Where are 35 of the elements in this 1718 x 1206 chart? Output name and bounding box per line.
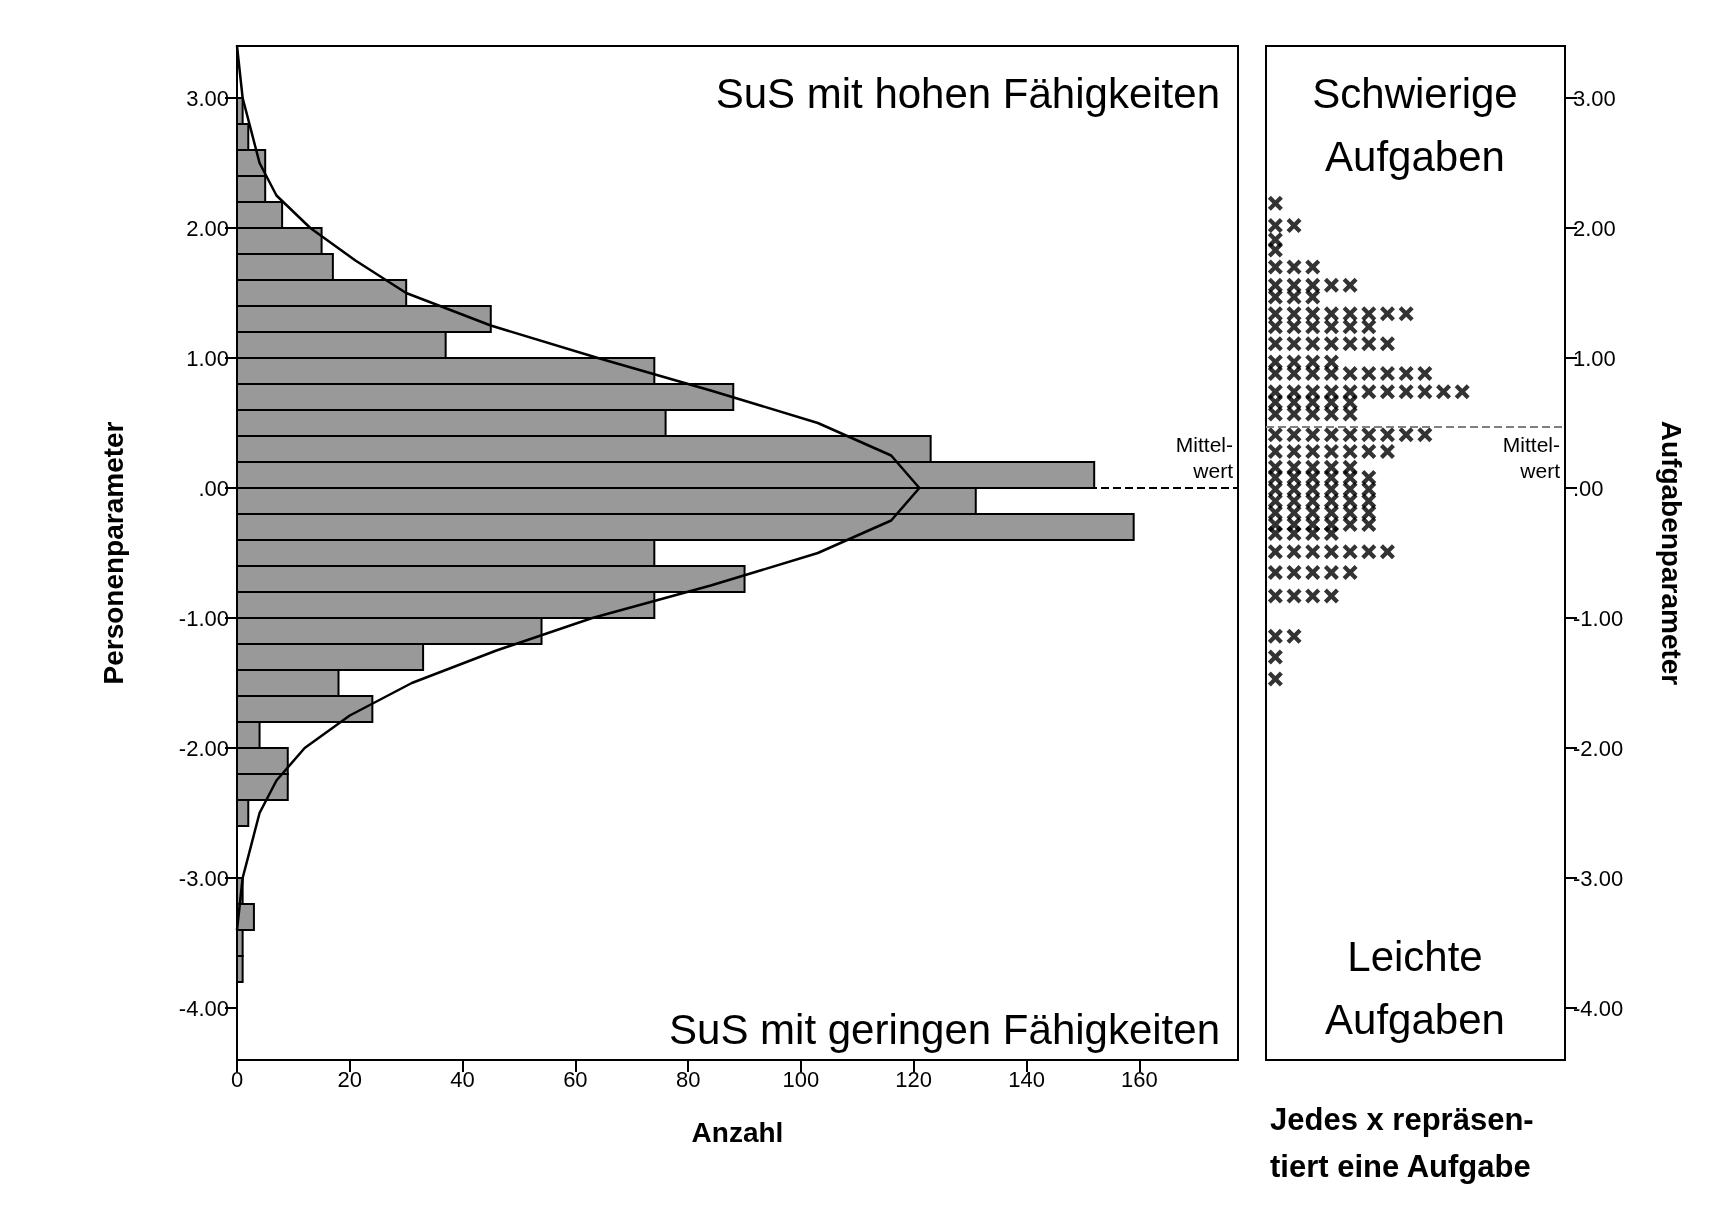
y-tick-label: 1.00: [186, 345, 229, 371]
x-axis-title: Anzahl: [691, 1116, 784, 1148]
x-tick-label: 120: [895, 1066, 933, 1092]
ref-line-label: Mittel- wert: [1502, 433, 1561, 483]
y-tick-label: .00: [198, 475, 229, 501]
x-tick-label: 0: [230, 1066, 244, 1092]
y-tick-label: 2.00: [186, 215, 229, 241]
y-tick-label: -1.00: [178, 605, 229, 631]
y-axis-title: Personenparameter: [97, 421, 129, 685]
y-tick-label: -3.00: [178, 865, 229, 891]
annotation: SuS mit hohen Fähigkeiten: [715, 70, 1220, 117]
x-tick-label: 40: [450, 1066, 475, 1092]
x-tick-label: 60: [563, 1066, 588, 1092]
y-axis-title: Aufgabenparameter: [1655, 420, 1687, 686]
y-tick-label: -2.00: [178, 735, 229, 761]
x-tick-label: 20: [337, 1066, 363, 1092]
y-tick-label: 2.00: [1573, 215, 1616, 241]
y-tick-label: .00: [1573, 475, 1604, 501]
y-tick-label: 3.00: [186, 85, 229, 111]
annotation: Leichte Aufgaben: [1325, 933, 1505, 1043]
y-tick-label: -3.00: [1573, 865, 1624, 891]
text: Jedes x repräsen- tiert eine Aufgabe: [1270, 1102, 1534, 1184]
y-tick-label: 3.00: [1573, 85, 1616, 111]
y-tick-label: -2.00: [1573, 735, 1624, 761]
y-tick-label: 1.00: [1573, 345, 1616, 371]
y-tick-label: -4.00: [178, 995, 229, 1021]
annotation: SuS mit geringen Fähigkeiten: [669, 1006, 1220, 1053]
y-tick-label: -4.00: [1573, 995, 1624, 1021]
y-tick-label: -1.00: [1573, 605, 1624, 631]
x-tick-label: 100: [782, 1066, 820, 1092]
x-tick-label: 80: [675, 1066, 701, 1092]
x-tick-label: 160: [1120, 1066, 1158, 1092]
annotation: Schwierige Aufgaben: [1312, 70, 1518, 180]
ref-line-label: Mittel- wert: [1175, 432, 1234, 482]
x-tick-label: 140: [1008, 1066, 1045, 1092]
